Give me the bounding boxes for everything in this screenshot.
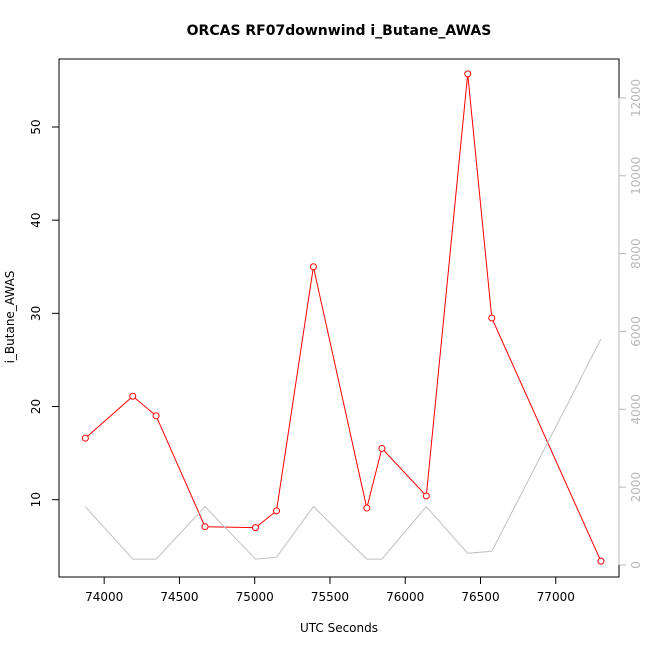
plot-frame [58,58,620,578]
series-line-secondary [84,338,602,560]
series-line-i-butane [84,73,602,562]
data-point [129,392,137,400]
data-point [309,263,317,271]
data-point [422,492,430,500]
x-tick-label: 76000 [386,590,424,604]
x-tick-label: 75000 [236,590,274,604]
data-point [378,444,386,452]
y2-tick-label: 2000 [629,472,643,503]
y-tick-label: 40 [29,213,43,228]
data-point [251,524,259,532]
y2-tick-label: 12000 [629,79,643,117]
y2-tick-label: 4000 [629,394,643,425]
x-tick-label: 75500 [311,590,349,604]
y-tick-label: 30 [29,306,43,321]
y-axis-label: i_Butane_AWAS [3,271,17,364]
x-axis-label: UTC Seconds [300,621,378,635]
y-tick-label: 20 [29,399,43,414]
series-layer [81,70,605,565]
data-point [152,412,160,420]
y-tick-label: 50 [29,119,43,134]
chart-title: ORCAS RF07downwind i_Butane_AWAS [187,23,492,39]
data-point [201,523,209,531]
y2-tick-label: 0 [629,561,643,569]
data-point [273,507,281,515]
data-point [363,504,371,512]
y-tick-label: 10 [29,492,43,507]
data-point [81,434,89,442]
data-point [464,70,472,78]
data-point [488,314,496,322]
axes: 74000 74500 75000 75500 76000 76500 77000 10 20 3… [29,58,643,604]
y2-tick-label: 10000 [629,157,643,195]
x-tick-label: 77000 [537,590,575,604]
x-tick-label: 76500 [461,590,499,604]
data-point [597,557,605,565]
x-tick-label: 74500 [160,590,198,604]
x-tick-label: 74000 [85,590,123,604]
y2-tick-label: 8000 [629,238,643,269]
y2-tick-label: 6000 [629,316,643,347]
